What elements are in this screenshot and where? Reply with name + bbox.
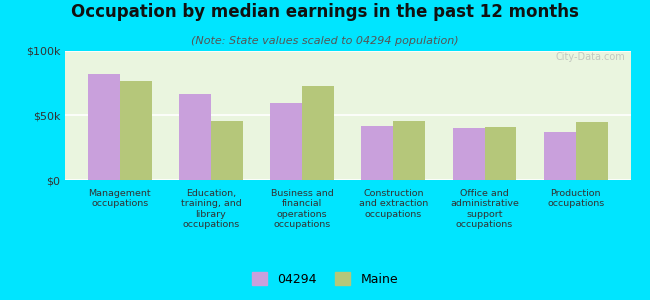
Bar [361,126,393,180]
Bar [179,94,211,180]
Text: Business and
financial
operations
occupations: Business and financial operations occupa… [271,189,333,229]
Text: Office and
administrative
support
occupations: Office and administrative support occupa… [450,189,519,229]
Text: (Note: State values scaled to 04294 population): (Note: State values scaled to 04294 popu… [191,36,459,46]
Bar [270,103,302,180]
Bar [576,122,608,180]
Text: Management
occupations: Management occupations [88,189,151,208]
Bar [544,132,576,180]
Bar [120,81,151,180]
Bar [452,128,484,180]
Bar [211,121,243,180]
Legend: 04294, Maine: 04294, Maine [247,267,403,291]
Bar [88,74,120,180]
Text: Occupation by median earnings in the past 12 months: Occupation by median earnings in the pas… [71,3,579,21]
Bar [393,121,425,180]
Text: Production
occupations: Production occupations [547,189,604,208]
Bar [484,127,517,180]
Bar [302,86,334,180]
Text: City-Data.com: City-Data.com [555,52,625,62]
Text: Construction
and extraction
occupations: Construction and extraction occupations [359,189,428,219]
Text: Education,
training, and
library
occupations: Education, training, and library occupat… [181,189,241,229]
